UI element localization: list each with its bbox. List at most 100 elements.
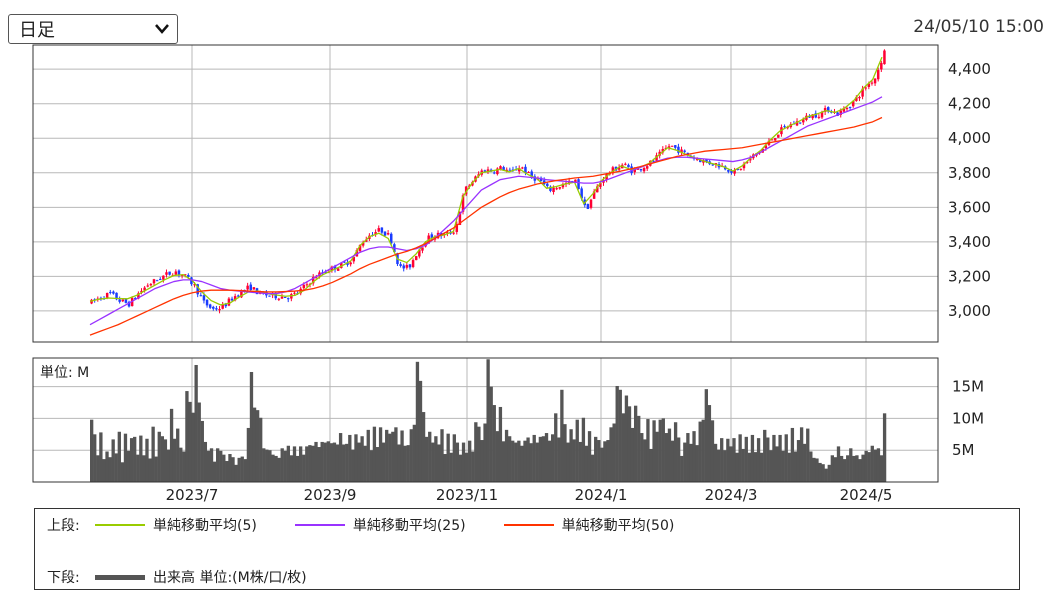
price-candle (455, 221, 459, 235)
price-candle (389, 232, 393, 246)
volume-bar (710, 420, 715, 482)
price-candle (627, 163, 630, 168)
volume-bar (120, 462, 125, 482)
volume-bar (547, 440, 552, 482)
volume-bar (621, 413, 626, 482)
price-candle (221, 301, 224, 310)
price-candle (558, 186, 562, 190)
volume-bar (231, 457, 235, 482)
volume-bar (96, 455, 100, 482)
volume-bar (670, 440, 675, 482)
volume-bar (775, 446, 779, 482)
price-candle (827, 106, 830, 114)
price-candle (848, 106, 852, 110)
volume-bar (474, 422, 478, 482)
price-candle (146, 283, 149, 288)
chevron-down-icon (155, 24, 169, 34)
volume-bar (268, 450, 272, 482)
volume-bar (360, 436, 364, 482)
price-candle (112, 290, 115, 295)
volume-bar (249, 371, 254, 482)
price-candle (549, 185, 552, 193)
volume-bar (492, 405, 496, 482)
volume-bar (412, 424, 417, 482)
price-candle (252, 287, 256, 290)
volume-bar (787, 452, 791, 482)
volume-bar (338, 433, 343, 482)
volume-bar (544, 433, 549, 482)
price-y-tick-label: 4,400 (948, 60, 991, 78)
volume-bar (277, 457, 281, 482)
volume-bar (744, 436, 748, 482)
volume-bar (400, 430, 404, 482)
volume-bar (603, 441, 607, 482)
volume-bar (772, 434, 776, 482)
volume-bar (446, 433, 450, 482)
volume-bar (381, 442, 386, 482)
price-candle (677, 143, 680, 155)
price-candle (421, 247, 424, 254)
volume-bar (563, 424, 567, 482)
price-candle (624, 162, 627, 166)
price-candle (873, 78, 877, 86)
volume-bar (133, 436, 137, 482)
volume-bar (388, 433, 392, 482)
volume-bar (673, 422, 678, 482)
volume-bar (452, 434, 456, 482)
volume-bar (369, 450, 373, 482)
price-candle (508, 167, 512, 171)
legend-lower-tag: 下段: (47, 570, 80, 586)
price-y-tick-label: 4,200 (948, 95, 991, 113)
x-tick-label: 2023/11 (436, 486, 498, 504)
price-candle (121, 299, 125, 303)
volume-bar (759, 452, 764, 482)
volume-bar (166, 449, 171, 482)
price-candle (680, 146, 683, 156)
x-tick-label: 2024/1 (575, 486, 628, 504)
price-candle (249, 282, 253, 292)
volume-bar (160, 436, 165, 482)
volume-bar (597, 440, 601, 482)
volume-bar (600, 447, 604, 482)
volume-bar (741, 448, 745, 482)
volume-bar (415, 361, 420, 482)
volume-bar (418, 380, 423, 482)
price-candle (152, 278, 156, 286)
volume-bar (633, 405, 638, 482)
volume-bar (870, 445, 874, 482)
volume-bar (274, 455, 278, 482)
volume-bar (587, 431, 592, 482)
period-select[interactable]: 日足 (8, 14, 178, 44)
volume-bar (154, 456, 158, 482)
price-candle (880, 60, 883, 72)
volume-bar (440, 429, 444, 482)
volume-bar (655, 431, 659, 482)
price-y-tick-label: 3,800 (948, 164, 991, 182)
volume-bar (280, 448, 284, 482)
volume-bar (240, 456, 244, 482)
price-candle (149, 283, 153, 287)
volume-bar (698, 421, 702, 482)
volume-bar (756, 438, 761, 482)
volume-bar (873, 449, 878, 482)
volume-bar (182, 451, 186, 482)
volume-bar (262, 448, 266, 482)
price-candle (199, 292, 203, 297)
price-candle (517, 165, 521, 175)
volume-bar (532, 434, 536, 482)
price-candle (174, 269, 178, 276)
volume-bar (185, 391, 189, 482)
volume-bar (461, 442, 466, 482)
volume-bar (246, 427, 251, 482)
volume-bar (323, 442, 327, 482)
volume-bar (507, 436, 512, 482)
price-candle (377, 225, 380, 233)
volume-bar (243, 459, 247, 482)
volume-bar (105, 451, 109, 482)
volume-bar (234, 464, 238, 482)
volume-bar (480, 440, 484, 482)
price-candle (268, 295, 271, 297)
price-candle (215, 305, 218, 311)
chart-gridlines (33, 45, 938, 482)
volume-bar (468, 440, 472, 482)
